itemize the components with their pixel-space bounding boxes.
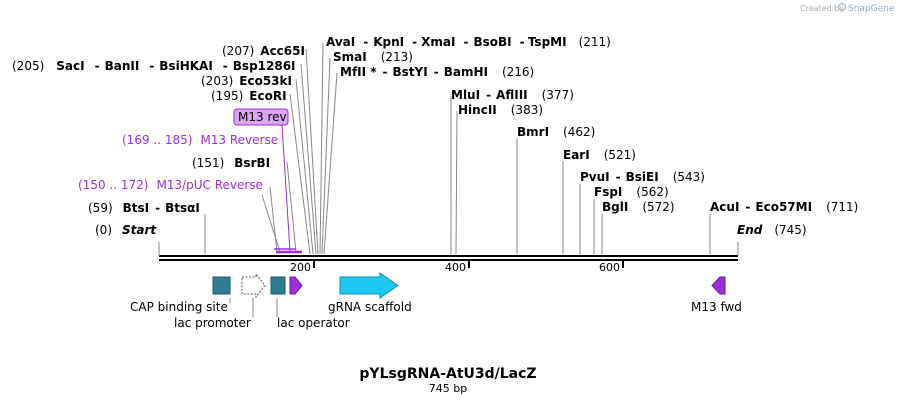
m13-reverse-primer-label[interactable]: (169 .. 185) M13 Reverse	[122, 133, 278, 147]
enzyme-name: AflIII	[496, 88, 528, 102]
enzyme-name: Bsp1286I	[233, 59, 296, 73]
enzyme-name: BanII	[105, 59, 140, 73]
cap-binding-site-label: CAP binding site	[130, 300, 228, 314]
features: CAP binding site lac promoter lac operat…	[130, 272, 742, 330]
enzyme-group-hincii: HincII (383)	[458, 103, 543, 117]
snapgene-watermark: Created by SnapGene	[800, 2, 895, 14]
enzyme-name: BsiHKAI	[159, 59, 213, 73]
map-subtitle: 745 bp	[429, 382, 467, 395]
enzyme-group-mlui-afliii: MluI - AflIII (377)	[451, 88, 574, 102]
enzyme-group-mfli-bamhi: MfII * - BstYI - BamHI (216)	[340, 65, 534, 79]
enzyme-name: PvuI	[580, 170, 610, 184]
tick-label: 200	[290, 261, 311, 274]
enzyme-name: Eco53kI	[239, 74, 292, 88]
enzyme-group-eco53ki: (203) Eco53kI	[201, 74, 292, 88]
snapgene-logo-icon	[837, 2, 847, 12]
lac-operator-label: lac operator	[277, 316, 350, 330]
backbone: (0) Start End (745)	[95, 223, 807, 261]
enzyme-group-acui: AcuI - Eco57MI (711)	[710, 200, 858, 214]
enzyme-group-bgli: BglI (572)	[602, 200, 675, 214]
enzyme-name: BtsαI	[165, 201, 200, 215]
tick-label: 400	[445, 261, 466, 274]
lac-operator-feature[interactable]	[270, 276, 286, 295]
m13-puc-reverse-primer-label[interactable]: (150 .. 172) M13/pUC Reverse	[78, 178, 263, 192]
primers: M13 rev (169 .. 185) M13 Reverse (150 .. …	[78, 108, 302, 254]
enzyme-name: BglI	[602, 200, 628, 214]
enzyme-group-sac-bsp1286: (205) SacI - BanII - BsiHKAI - Bsp1286I	[12, 59, 296, 73]
enzyme-name: AcuI	[710, 200, 739, 214]
enzyme-group-eari: EarI (521)	[563, 148, 636, 162]
enzyme-name: HincII	[458, 103, 497, 117]
end-label: End (745)	[737, 223, 807, 237]
enzyme-name: TspMI	[528, 35, 567, 49]
enzyme-name: AvaI	[326, 35, 355, 49]
enzyme-name: SmaI	[333, 50, 367, 64]
enzyme-group-btsi: (59) BtsI - BtsαI	[88, 201, 200, 215]
enzyme-name: BsoBI	[473, 35, 511, 49]
enzyme-group-bsrbi: (151) BsrBI	[192, 156, 270, 170]
enzyme-name: BstYI	[393, 65, 428, 79]
enzyme-group-smai: SmaI (213)	[333, 50, 413, 64]
enzyme-group-bmri: BmrI (462)	[517, 125, 595, 139]
enzyme-name: Eco57MI	[755, 200, 812, 214]
enzyme-name: SacI	[56, 59, 84, 73]
enzyme-name: BmrI	[517, 125, 549, 139]
m13-fwd-label: M13 fwd	[691, 300, 742, 314]
cap-binding-site-feature[interactable]	[212, 276, 231, 295]
tick-label: 600	[599, 261, 620, 274]
enzyme-position: (205)	[12, 59, 44, 73]
enzyme-name: EcoRI	[249, 89, 286, 103]
enzyme-name: MfII *	[340, 65, 377, 79]
enzyme-name: EarI	[563, 148, 590, 162]
enzyme-name: KpnI	[373, 35, 404, 49]
enzyme-name: BamHI	[444, 65, 488, 79]
enzyme-connectors	[204, 42, 711, 255]
lac-promoter-arrow[interactable]	[241, 272, 266, 299]
grna-scaffold-arrow[interactable]	[339, 272, 399, 299]
enzyme-group-ecori: (195) EcoRI	[211, 89, 287, 103]
grna-scaffold-label: gRNA scaffold	[328, 300, 412, 314]
start-label: (0) Start	[95, 223, 157, 237]
enzyme-group-acc65i: (207) Acc65I	[222, 44, 305, 58]
enzyme-name: BsiEI	[626, 170, 659, 184]
enzyme-group-fspi: FspI (562)	[594, 185, 669, 199]
enzyme-labels: (205) SacI - BanII - BsiHKAI - Bsp1286I (207) Ac…	[12, 35, 858, 215]
m13-rev-label: M13 rev	[238, 110, 287, 124]
watermark-prefix: Created by	[800, 4, 844, 13]
enzyme-name: Acc65I	[260, 44, 305, 58]
m13-rev-connector	[281, 124, 291, 253]
enzyme-name: MluI	[451, 88, 480, 102]
m13-fwd-feature-arrow[interactable]	[711, 276, 726, 295]
m13-rev-feature-arrow[interactable]	[289, 276, 303, 295]
ruler: 200 400 600	[290, 260, 624, 274]
enzyme-name: BtsI	[123, 201, 150, 215]
m13-rev-label-box[interactable]	[233, 108, 289, 126]
enzyme-name: FspI	[594, 185, 622, 199]
enzyme-name: BsrBI	[234, 156, 270, 170]
enzyme-group-ava-tspmi: AvaI - KpnI - XmaI - BsoBI - TspMI (211)	[326, 35, 611, 49]
enzyme-name: XmaI	[421, 35, 455, 49]
watermark-brand: SnapGene	[848, 4, 895, 14]
lac-promoter-label: lac promoter	[174, 316, 251, 330]
map-title: pYLsgRNA-AtU3d/LacZ	[359, 366, 536, 382]
enzyme-group-pvui-bsiei: PvuI - BsiEI (543)	[580, 170, 705, 184]
